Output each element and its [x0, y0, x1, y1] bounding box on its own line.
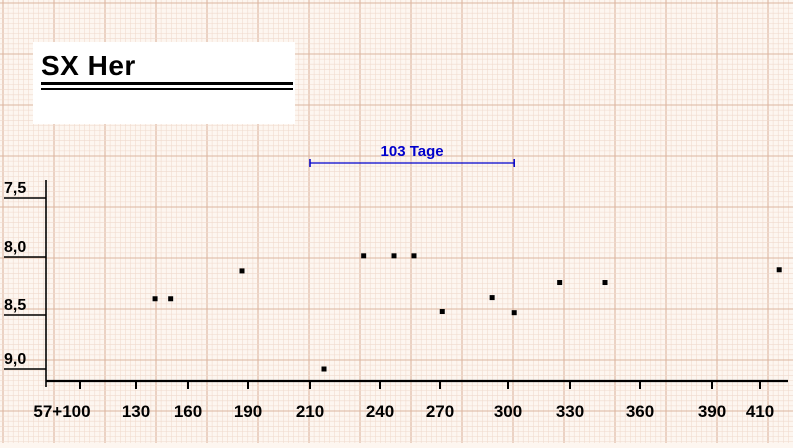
x-tick-label: 57+100 — [33, 402, 90, 421]
data-point — [489, 295, 495, 301]
x-tick-label: 190 — [234, 402, 262, 421]
data-point — [776, 267, 782, 273]
title-box: SX Her — [33, 42, 295, 124]
y-tick-label: 8,5 — [4, 297, 26, 314]
axis-layer: 57+100 130 160 190 210 240 270 300 330 360 390 410 7… — [4, 180, 788, 421]
y-tick-label: 7,5 — [4, 180, 26, 197]
data-point — [602, 280, 608, 286]
data-point — [391, 253, 397, 259]
data-point — [511, 310, 517, 316]
x-tick-label: 130 — [122, 402, 150, 421]
x-tick-label: 300 — [494, 402, 522, 421]
annotation-label: 103 Tage — [381, 143, 444, 160]
data-point — [361, 253, 367, 259]
x-tick-label: 160 — [174, 402, 202, 421]
points-layer — [152, 253, 782, 372]
x-tick-label: 330 — [556, 402, 584, 421]
x-tick-label: 270 — [426, 402, 454, 421]
chart-title: SX Her — [41, 50, 136, 81]
title-underline-second — [41, 88, 293, 90]
data-point — [439, 309, 445, 315]
data-point — [411, 253, 417, 259]
x-tick-label: 360 — [626, 402, 654, 421]
x-tick-label: 210 — [296, 402, 324, 421]
data-point — [557, 280, 563, 286]
title-underline — [41, 82, 293, 85]
data-point — [239, 268, 245, 274]
annotation-layer: 103 Tage — [309, 143, 515, 167]
data-point — [152, 296, 158, 302]
x-tick-label: 410 — [746, 402, 774, 421]
x-tick-label: 240 — [366, 402, 394, 421]
y-tick-label: 8,0 — [4, 239, 26, 256]
data-point — [168, 296, 174, 302]
data-point — [321, 366, 327, 372]
y-tick-label: 9,0 — [4, 351, 26, 368]
x-tick-label: 390 — [698, 402, 726, 421]
